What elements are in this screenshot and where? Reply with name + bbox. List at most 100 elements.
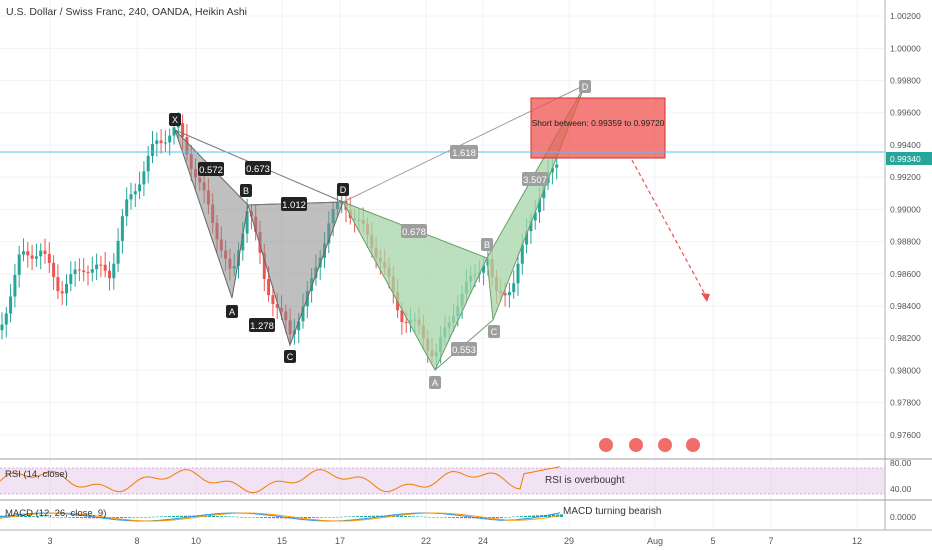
macd-hist-bar bbox=[356, 516, 359, 517]
macd-hist-bar bbox=[272, 517, 275, 519]
candle-body bbox=[60, 291, 64, 294]
macd-hist-bar bbox=[324, 517, 327, 518]
candle-body bbox=[103, 264, 107, 271]
point-a1-badge bbox=[226, 305, 238, 318]
macd-hist-bar bbox=[376, 515, 379, 517]
macd-hist-bar bbox=[292, 517, 295, 519]
candle-body bbox=[9, 296, 13, 314]
candle-body bbox=[56, 277, 60, 292]
time-tick-label: 24 bbox=[478, 536, 488, 546]
macd-hist-bar bbox=[248, 517, 251, 518]
macd-hist-bar bbox=[120, 517, 123, 519]
macd-hist-bar bbox=[216, 516, 219, 517]
candle-body bbox=[297, 321, 301, 331]
candle-body bbox=[520, 244, 524, 264]
point-d2-badge bbox=[579, 80, 591, 93]
candle-body bbox=[82, 270, 86, 273]
time-tick-label: 7 bbox=[768, 536, 773, 546]
macd-hist-bar bbox=[440, 517, 443, 518]
macd-hist-bar bbox=[364, 515, 367, 517]
candle-body bbox=[503, 293, 507, 296]
macd-hist-bar bbox=[536, 515, 539, 517]
macd-hist-bar bbox=[368, 515, 371, 517]
candle-body bbox=[163, 142, 167, 144]
macd-tick-0: 0.0000 bbox=[890, 512, 916, 522]
candle-body bbox=[133, 191, 137, 195]
candle-body bbox=[116, 240, 120, 264]
event-icon-4[interactable] bbox=[686, 438, 700, 452]
candle-body bbox=[108, 270, 111, 279]
macd-hist-bar bbox=[132, 517, 135, 518]
candle-body bbox=[69, 274, 73, 284]
candle-body bbox=[39, 250, 43, 257]
rsi-tick-80: 80.00 bbox=[890, 458, 912, 468]
price-axis-ticks: 1.00200 1.00000 0.99800 0.99600 0.99400 0.992… bbox=[890, 11, 921, 440]
candle-body bbox=[65, 283, 68, 294]
rsi-band bbox=[0, 468, 885, 494]
ratio-0678-badge bbox=[401, 224, 427, 238]
macd-hist-bar bbox=[36, 516, 39, 517]
point-b2-label: B bbox=[484, 240, 490, 250]
price-tick-label: 0.98400 bbox=[890, 301, 921, 311]
candle-body bbox=[525, 231, 529, 245]
candle-body bbox=[0, 324, 4, 331]
macd-hist-bar bbox=[136, 517, 139, 518]
macd-hist-bar bbox=[144, 517, 147, 518]
ratio-0673-badge bbox=[245, 161, 271, 175]
candle-body bbox=[301, 306, 305, 322]
ratio-3507: 3.507 bbox=[523, 175, 547, 186]
macd-hist-bar bbox=[24, 515, 27, 517]
macd-hist-bar bbox=[172, 515, 175, 517]
price-tick-label: 0.98600 bbox=[890, 269, 921, 279]
macd-hist-bar bbox=[408, 516, 411, 517]
point-b1-label: B bbox=[243, 186, 249, 196]
point-a2-badge bbox=[429, 376, 441, 389]
event-icon-3[interactable] bbox=[658, 438, 672, 452]
point-c1-badge bbox=[284, 350, 296, 363]
macd-hist-bar bbox=[184, 515, 187, 517]
macd-hist-bar bbox=[124, 517, 127, 518]
chart-title: U.S. Dollar / Swiss Franc, 240, OANDA, H… bbox=[6, 6, 247, 18]
macd-hist-bar bbox=[76, 517, 79, 518]
macd-hist-bar bbox=[168, 516, 171, 517]
rsi-tick-40: 40.00 bbox=[890, 484, 912, 494]
macd-hist-bar bbox=[208, 515, 211, 517]
macd-hist-bar bbox=[8, 515, 11, 517]
macd-hist-bar bbox=[20, 515, 23, 517]
point-d1-badge bbox=[337, 183, 349, 196]
price-tick-label: 0.97800 bbox=[890, 398, 921, 408]
macd-hist-bar bbox=[456, 517, 459, 519]
candle-body bbox=[90, 269, 94, 273]
ratio-0572-badge bbox=[198, 162, 224, 176]
event-icon-2[interactable] bbox=[629, 438, 643, 452]
time-tick-label: 5 bbox=[710, 536, 715, 546]
ratio-0673: 0.673 bbox=[246, 164, 270, 175]
macd-hist-bar bbox=[396, 515, 399, 517]
macd-hist-bar bbox=[468, 517, 471, 519]
candle-body bbox=[262, 252, 266, 279]
candle-body bbox=[159, 140, 163, 144]
macd-hist-bar bbox=[516, 516, 519, 517]
candle-body bbox=[4, 313, 8, 325]
point-d1-label: D bbox=[340, 185, 347, 195]
ratio-0678: 0.678 bbox=[402, 227, 426, 238]
candle-body bbox=[181, 123, 185, 138]
macd-hist-bar bbox=[160, 516, 163, 517]
macd-hist-bar bbox=[84, 517, 87, 519]
macd-hist-bar bbox=[164, 516, 167, 517]
candle-body bbox=[155, 140, 159, 144]
candle-body bbox=[533, 212, 537, 221]
macd-hist-bar bbox=[464, 517, 467, 519]
time-tick-label: 10 bbox=[191, 536, 201, 546]
event-icon-1[interactable] bbox=[599, 438, 613, 452]
candle-body bbox=[400, 310, 404, 323]
rsi-line bbox=[0, 466, 561, 494]
short-zone-box[interactable] bbox=[530, 97, 666, 159]
candle-body bbox=[267, 278, 271, 296]
ratio-1012: 1.012 bbox=[282, 200, 306, 211]
macd-hist-bar bbox=[116, 517, 119, 519]
candle-body bbox=[512, 283, 516, 293]
event-icons[interactable] bbox=[599, 438, 700, 452]
